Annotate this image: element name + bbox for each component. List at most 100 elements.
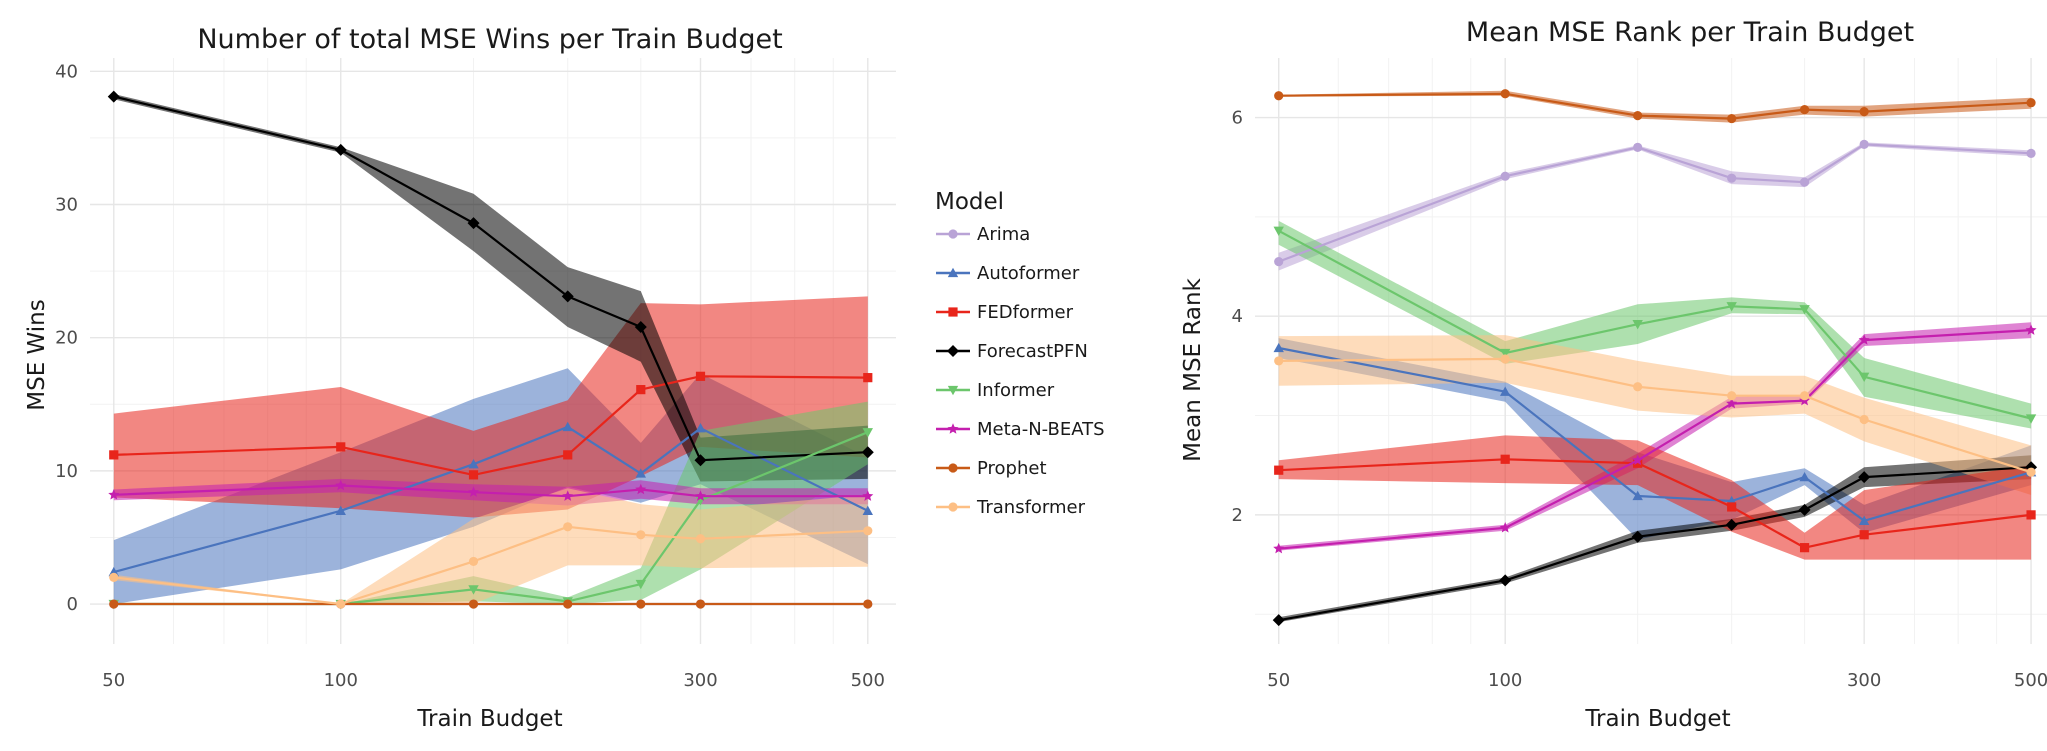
band-fedformer	[1278, 435, 2032, 560]
point-fedformer	[1859, 530, 1869, 540]
point-autoformer	[635, 468, 646, 478]
point-prophet	[1859, 107, 1869, 117]
legend-label: Arima	[977, 224, 1030, 245]
point-meta-n-beats	[1858, 334, 1870, 345]
legend-swatch-marker	[948, 229, 958, 239]
series-arima	[1274, 139, 2036, 267]
point-transformer	[695, 534, 706, 544]
legend-item-fedformer: FEDformer	[936, 302, 1074, 323]
band-prophet	[1278, 90, 2032, 123]
point-fedformer	[863, 373, 873, 383]
point-fedformer	[109, 450, 119, 460]
band-autoformer	[1278, 338, 2032, 540]
point-prophet	[468, 599, 479, 609]
point-autoformer	[695, 423, 706, 433]
legend-item-informer: Informer	[936, 380, 1055, 401]
point-meta-n-beats	[562, 490, 574, 501]
x-tick-label: 50	[1267, 670, 1290, 691]
point-informer	[2025, 414, 2037, 424]
point-meta-n-beats	[335, 479, 347, 491]
point-forecastpfn	[1272, 614, 1285, 627]
x-axis-label: Train Budget	[1584, 706, 1730, 732]
series-lines	[1272, 89, 2038, 627]
y-tick-label: 4	[1232, 306, 1243, 327]
point-autoformer	[468, 459, 479, 469]
point-arima	[1274, 257, 1284, 267]
point-forecastpfn	[1499, 574, 1512, 587]
point-transformer	[1727, 391, 1737, 401]
point-forecastpfn	[467, 217, 480, 230]
point-forecastpfn	[1798, 503, 1811, 516]
point-meta-n-beats	[1726, 397, 1738, 409]
band-transformer	[1278, 335, 2032, 495]
y-tick-label: 10	[55, 461, 78, 482]
legend-swatch-marker	[948, 307, 958, 317]
series-lines	[107, 90, 874, 610]
legend-label: Transformer	[976, 497, 1086, 518]
legend-title: Model	[935, 189, 1004, 215]
point-forecastpfn	[694, 454, 707, 467]
x-tick-label: 500	[2014, 670, 2047, 691]
x-tick-label: 100	[324, 670, 358, 691]
legend-item-meta-n-beats: Meta-N-BEATS	[936, 419, 1105, 440]
legend-item-autoformer: Autoformer	[936, 263, 1080, 284]
series-transformer	[1274, 354, 2036, 477]
point-transformer	[1633, 382, 1643, 392]
point-informer	[1273, 226, 1284, 237]
chart-title: Number of total MSE Wins per Train Budge…	[197, 24, 782, 55]
legend-label: Autoformer	[977, 263, 1080, 284]
x-tick-label: 50	[102, 670, 125, 691]
point-fedformer	[563, 450, 573, 460]
point-meta-n-beats	[2025, 324, 2037, 335]
y-tick-label: 30	[55, 195, 78, 216]
point-informer	[1499, 348, 1511, 359]
x-tick-label: 300	[1847, 670, 1881, 691]
y-axis-label: Mean MSE Rank	[1180, 277, 1206, 461]
point-autoformer	[1499, 386, 1511, 396]
point-autoformer	[335, 505, 346, 515]
point-arima	[1500, 171, 1510, 181]
band-forecastpfn	[1278, 455, 2032, 623]
point-forecastpfn	[634, 321, 647, 334]
point-fedformer	[1633, 458, 1643, 468]
point-fedformer	[1727, 502, 1737, 512]
point-transformer	[863, 526, 873, 536]
point-meta-n-beats	[108, 489, 120, 500]
point-transformer	[109, 572, 119, 583]
tick-labels: 50 100 300 500 0 10 20 30 40	[55, 61, 885, 691]
point-fedformer	[1274, 465, 1284, 475]
point-meta-n-beats	[1632, 454, 1644, 465]
legend-swatch-marker	[947, 423, 959, 434]
legend-item-arima: Arima	[936, 224, 1030, 245]
point-meta-n-beats	[1273, 542, 1285, 554]
point-autoformer	[562, 421, 573, 432]
point-prophet	[109, 599, 119, 609]
band-fedformer	[113, 296, 868, 518]
point-fedformer	[1799, 543, 1810, 553]
series-autoformer	[108, 421, 873, 577]
point-transformer	[563, 522, 573, 532]
chart-title: Mean MSE Rank per Train Budget	[1466, 17, 1914, 48]
point-prophet	[1799, 105, 1810, 115]
series-meta-n-beats	[108, 479, 874, 501]
legend-label: Informer	[977, 380, 1055, 401]
legend-item-prophet: Prophet	[936, 458, 1047, 479]
point-meta-n-beats	[468, 486, 480, 497]
point-informer	[1799, 305, 1810, 315]
x-tick-label: 100	[1488, 670, 1522, 691]
y-axis-label: MSE Wins	[24, 299, 50, 410]
series-fedformer	[109, 371, 873, 480]
point-prophet	[695, 599, 706, 609]
series-meta-n-beats	[1273, 324, 2037, 554]
point-prophet	[2026, 98, 2036, 108]
point-transformer	[1274, 356, 1284, 366]
point-informer	[468, 585, 479, 595]
confidence-bands	[1278, 90, 2032, 623]
point-arima	[1727, 173, 1737, 183]
point-meta-n-beats	[862, 490, 874, 501]
point-fedformer	[2026, 510, 2036, 520]
line-arima	[1278, 143, 2032, 263]
series-prophet	[1274, 89, 2036, 124]
point-informer	[1632, 320, 1643, 330]
